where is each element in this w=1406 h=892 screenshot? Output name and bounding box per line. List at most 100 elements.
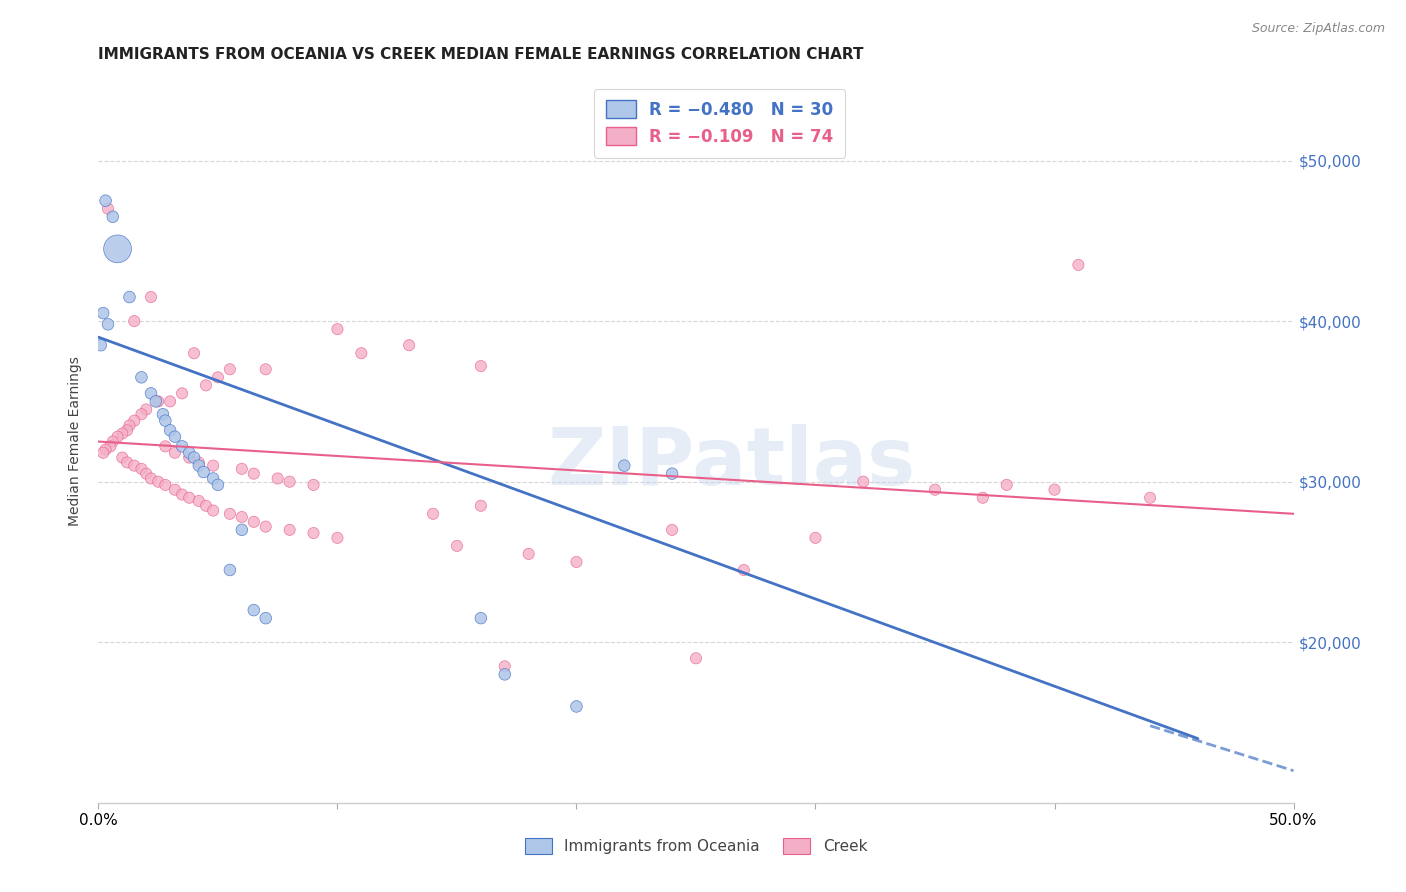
Point <box>202 503 225 517</box>
Point <box>139 386 162 401</box>
Point <box>97 202 120 216</box>
Point <box>111 450 134 465</box>
Point <box>195 499 218 513</box>
Point <box>183 450 205 465</box>
Point <box>254 519 277 533</box>
Point <box>97 318 120 332</box>
Point <box>118 418 141 433</box>
Point <box>183 346 205 360</box>
Point <box>163 483 186 497</box>
Point <box>207 370 229 384</box>
Point <box>1067 258 1090 272</box>
Point <box>207 478 229 492</box>
Point <box>179 450 201 465</box>
Point <box>187 458 209 473</box>
Text: Source: ZipAtlas.com: Source: ZipAtlas.com <box>1251 22 1385 36</box>
Y-axis label: Median Female Earnings: Median Female Earnings <box>69 357 83 526</box>
Point <box>139 471 162 485</box>
Point <box>159 423 181 437</box>
Point <box>131 407 153 421</box>
Point <box>326 531 349 545</box>
Point <box>972 491 994 505</box>
Point <box>135 402 157 417</box>
Point <box>995 478 1018 492</box>
Point <box>517 547 540 561</box>
Point <box>661 523 683 537</box>
Text: IMMIGRANTS FROM OCEANIA VS CREEK MEDIAN FEMALE EARNINGS CORRELATION CHART: IMMIGRANTS FROM OCEANIA VS CREEK MEDIAN … <box>98 47 863 62</box>
Point <box>139 290 162 304</box>
Point <box>152 407 174 421</box>
Point <box>219 362 242 376</box>
Point <box>131 462 153 476</box>
Point <box>398 338 420 352</box>
Point <box>852 475 875 489</box>
Point <box>155 414 177 428</box>
Point <box>685 651 707 665</box>
Point <box>131 370 153 384</box>
Point <box>94 442 117 457</box>
Point <box>148 475 170 489</box>
Point <box>124 414 146 428</box>
Point <box>422 507 444 521</box>
Point <box>155 478 177 492</box>
Point <box>326 322 349 336</box>
Point <box>254 362 277 376</box>
Point <box>111 426 134 441</box>
Point <box>155 439 177 453</box>
Point <box>187 494 209 508</box>
Point <box>231 523 253 537</box>
Point <box>231 510 253 524</box>
Point <box>187 455 209 469</box>
Point <box>101 434 124 449</box>
Point <box>613 458 636 473</box>
Point <box>90 338 112 352</box>
Point <box>148 394 170 409</box>
Point <box>1043 483 1066 497</box>
Point <box>91 306 114 320</box>
Point <box>179 491 201 505</box>
Point <box>195 378 218 392</box>
Point <box>107 430 129 444</box>
Point <box>565 555 588 569</box>
Point <box>243 603 266 617</box>
Point <box>172 439 194 453</box>
Point <box>494 667 516 681</box>
Point <box>107 242 129 256</box>
Point <box>163 446 186 460</box>
Point <box>243 515 266 529</box>
Point <box>124 458 146 473</box>
Point <box>1139 491 1161 505</box>
Point <box>145 394 167 409</box>
Point <box>219 507 242 521</box>
Point <box>267 471 290 485</box>
Point <box>135 467 157 481</box>
Point <box>470 499 492 513</box>
Point <box>159 394 181 409</box>
Point <box>172 386 194 401</box>
Point <box>94 194 117 208</box>
Point <box>494 659 516 673</box>
Point <box>193 465 215 479</box>
Text: ZIPatlas: ZIPatlas <box>548 425 915 502</box>
Point <box>115 455 138 469</box>
Legend: Immigrants from Oceania, Creek: Immigrants from Oceania, Creek <box>519 832 873 860</box>
Point <box>179 446 201 460</box>
Point <box>278 475 301 489</box>
Point <box>98 439 122 453</box>
Point <box>101 210 124 224</box>
Point <box>804 531 827 545</box>
Point <box>565 699 588 714</box>
Point <box>163 430 186 444</box>
Point <box>231 462 253 476</box>
Point <box>115 423 138 437</box>
Point <box>118 290 141 304</box>
Point <box>470 611 492 625</box>
Point <box>124 314 146 328</box>
Point <box>661 467 683 481</box>
Point <box>219 563 242 577</box>
Point <box>350 346 373 360</box>
Point <box>302 526 325 541</box>
Point <box>924 483 946 497</box>
Point <box>172 487 194 501</box>
Point <box>446 539 468 553</box>
